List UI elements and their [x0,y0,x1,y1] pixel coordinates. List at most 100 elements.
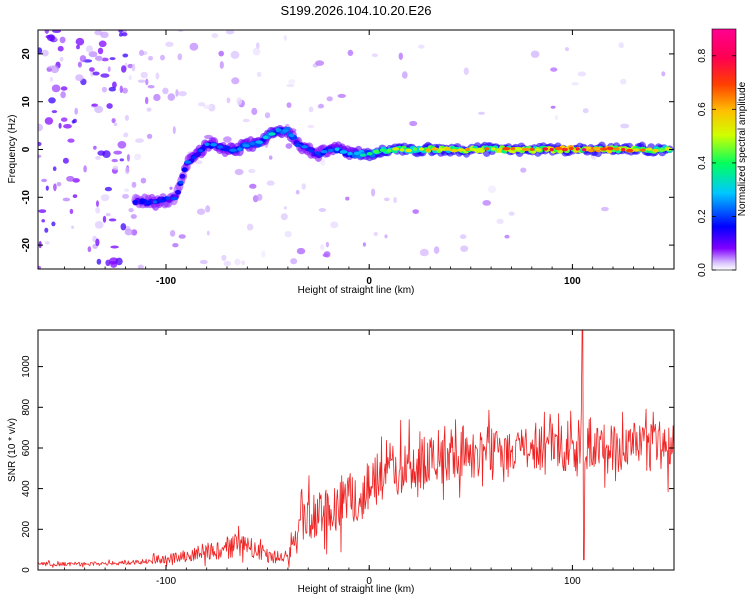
noise-blob [234,168,244,176]
noise-blob [63,124,72,129]
noise-blob [153,93,161,102]
noise-blob [178,91,187,97]
noise-blob [75,74,84,82]
noise-blob [93,145,97,150]
ridge-peak [568,146,574,151]
noise-blob [288,79,296,84]
noise-blob [146,107,152,112]
noise-blob [124,188,129,192]
noise-blob [59,36,66,44]
ridge-peak [554,146,562,151]
noise-blob [242,118,250,123]
noise-blob [255,42,260,49]
noise-blob [345,196,350,201]
ridge-peak [198,148,204,153]
noise-blob [51,221,56,227]
noise-blob [122,193,129,199]
noise-blob [79,55,87,63]
noise-blob [74,107,78,115]
ridge-peak [484,147,490,151]
noise-blob [44,227,49,233]
noise-blob [301,183,306,190]
noise-blob [206,230,210,236]
snr-y-tick-label: 600 [21,439,32,456]
noise-blob [121,65,127,73]
noise-blob [318,103,324,109]
colorbar-tick-label: 0.2 [697,209,708,223]
ridge-peak [582,148,587,152]
noise-blob [48,97,56,104]
noise-blob [52,166,57,171]
noise-blob [252,47,261,56]
spectrogram-y-tick-label: -10 [21,190,32,205]
noise-blob [194,160,203,165]
snr-series-line [38,330,674,568]
noise-blob [100,31,109,38]
noise-blob [69,208,74,215]
noise-blob [478,111,485,115]
noise-blob [45,185,49,191]
ridge-peak [347,151,353,156]
noise-blob [401,71,408,79]
noise-blob [308,106,314,113]
noise-blob [45,241,50,245]
noise-blob [550,67,558,72]
noise-blob [140,177,147,184]
colorbar-gradient [711,28,737,271]
noise-blob [618,42,624,49]
ridge-peak [490,147,496,151]
snr-y-tick-label: 1000 [21,355,32,378]
noise-blob [62,157,69,164]
noise-blob [409,120,418,127]
noise-blob [307,124,315,129]
ridge-peak [457,148,465,152]
ridge-core [179,173,186,179]
noise-blob [266,180,275,186]
noise-blob [131,63,136,72]
noise-blob [160,54,165,61]
ridge-peak [392,147,400,151]
noise-blob [487,185,497,193]
noise-blob [459,234,467,240]
noise-blob [105,213,111,217]
ridge-peak [204,142,210,146]
noise-blob [85,45,94,53]
noise-blob [113,122,118,126]
noise-blob [106,103,113,109]
noise-blob [110,245,119,249]
snr-y-tick-label: 800 [21,399,32,416]
noise-blob [146,133,153,139]
noise-blob [225,30,235,35]
noise-blob [326,96,333,102]
noise-blob [226,97,231,104]
noise-blob [88,51,98,58]
noise-blob [620,123,630,129]
noise-blob [53,183,57,192]
noise-blob [165,41,174,47]
noise-blob [530,50,540,58]
noise-blob [249,183,257,189]
ridge-peak [652,148,660,153]
noise-blob [577,71,587,77]
noise-blob [128,208,134,213]
noise-blob [284,231,292,238]
spectrogram-x-tick-label: 100 [564,276,581,287]
noise-blob [234,258,241,266]
ridge-peak [510,147,516,151]
noise-blob [91,103,98,107]
noise-blob [58,122,62,129]
noise-blob [256,193,263,201]
ridge-peak [614,147,620,151]
noise-blob [167,93,176,101]
noise-blob [100,73,110,78]
noise-blob [38,265,42,269]
snr-x-tick-label: 100 [564,576,581,587]
spectrogram-y-label: Frequency (Hz) [7,115,18,184]
ridge-peak [399,148,405,152]
noise-blob [126,154,130,162]
noise-blob [264,112,271,119]
noise-blob [330,221,339,229]
noise-blob [172,243,179,248]
